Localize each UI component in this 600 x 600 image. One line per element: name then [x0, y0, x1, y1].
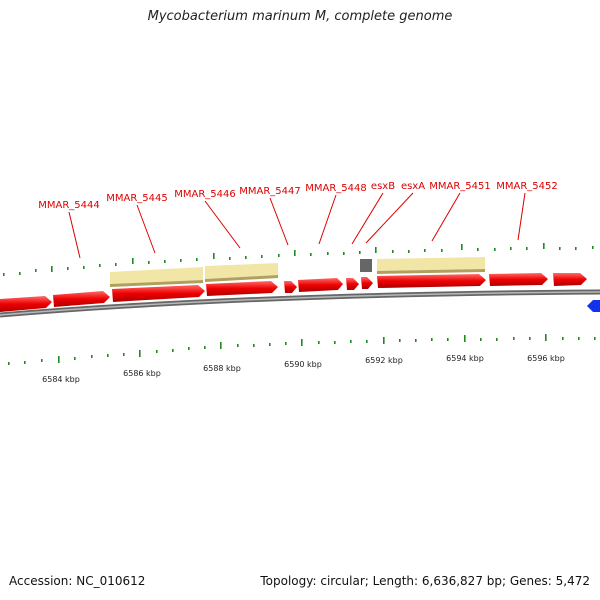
- genome-title: Mycobacterium marinum M, complete genome: [147, 9, 453, 24]
- leader-line: [318, 194, 337, 245]
- feature-box: [205, 263, 278, 279]
- gene-label: MMAR_5444: [38, 200, 100, 211]
- reverse-gene-arrow: [587, 300, 600, 312]
- kbp-label: 6586 kbp: [123, 369, 161, 378]
- gene-label: MMAR_5447: [239, 186, 301, 197]
- gene-label: MMAR_5452: [496, 181, 558, 192]
- gene-labels: MMAR_5444 MMAR_5445 MMAR_5446 MMAR_5447 …: [38, 181, 558, 211]
- leader-line: [269, 197, 289, 246]
- gene-arrow: [206, 281, 278, 296]
- accession-text: Accession: NC_010612: [9, 574, 146, 588]
- feature-box: [110, 267, 203, 284]
- kbp-label: 6594 kbp: [446, 354, 484, 363]
- gene-arrow: [361, 277, 373, 289]
- feature-box: [377, 257, 485, 271]
- leader-line: [517, 192, 526, 241]
- gene-arrow: [112, 285, 205, 302]
- gene-arrow: [346, 278, 359, 290]
- leader-line: [431, 192, 461, 242]
- kbp-label: 6596 kbp: [527, 354, 565, 363]
- gene-label: MMAR_5446: [174, 189, 236, 200]
- gene-label: MMAR_5451: [429, 181, 491, 192]
- gene-label: esxB: [371, 181, 395, 192]
- genome-summary: Topology: circular; Length: 6,636,827 bp…: [260, 574, 590, 588]
- kbp-label: 6590 kbp: [284, 360, 322, 369]
- gene-arrow: [553, 273, 587, 286]
- outer-tick-row: [3, 243, 594, 276]
- gene-arrow: [0, 296, 52, 312]
- label-leader-lines: [68, 192, 526, 259]
- gene-label: esxA: [401, 181, 425, 192]
- gene-arrow: [377, 274, 486, 288]
- gene-arrow: [284, 281, 297, 293]
- kbp-label: 6588 kbp: [203, 364, 241, 373]
- gene-arrow: [53, 291, 110, 307]
- kbp-label: 6584 kbp: [42, 375, 80, 384]
- leader-line: [68, 211, 81, 259]
- inner-tick-row: [8, 334, 596, 365]
- feature-boxes: [110, 257, 485, 287]
- gene-arrows: [0, 273, 587, 312]
- gap-marker: [360, 259, 372, 272]
- leader-line: [204, 200, 241, 249]
- gene-arrow: [298, 278, 343, 292]
- kbp-label: 6592 kbp: [365, 356, 403, 365]
- leader-line: [365, 192, 414, 244]
- leader-line: [136, 204, 156, 254]
- gene-arrow: [489, 273, 548, 286]
- kbp-labels: 6584 kbp 6586 kbp 6588 kbp 6590 kbp 6592…: [42, 354, 565, 384]
- gene-label: MMAR_5448: [305, 183, 367, 194]
- leader-line: [351, 192, 384, 245]
- gene-label: MMAR_5445: [106, 193, 168, 204]
